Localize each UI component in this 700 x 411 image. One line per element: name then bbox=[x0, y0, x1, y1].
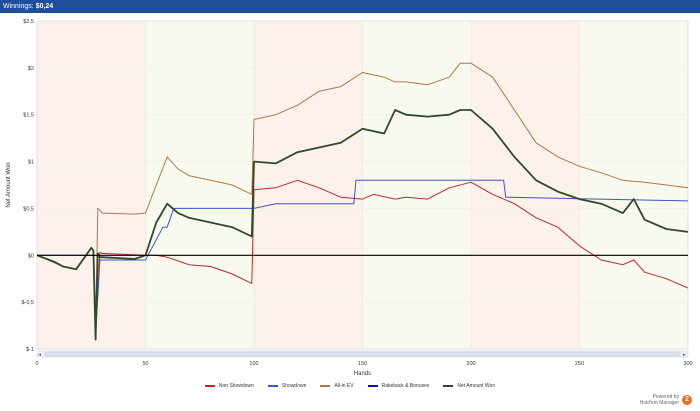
series-line-all-in-ev bbox=[36, 62, 689, 331]
plot-band bbox=[254, 21, 363, 349]
scroll-right-icon: ▸ bbox=[683, 352, 686, 358]
legend-label: Showdown bbox=[281, 383, 307, 389]
legend-swatch bbox=[267, 385, 278, 387]
y-tick-label: $-0,5 bbox=[21, 300, 34, 306]
plot-band bbox=[579, 21, 688, 349]
branding-powered-by: Powered by bbox=[652, 394, 679, 400]
x-tick-label: 300 bbox=[683, 361, 692, 367]
legend-label: Net Amount Won bbox=[457, 383, 496, 389]
plot-border bbox=[36, 20, 689, 350]
y-tick-label: $1,5 bbox=[23, 113, 34, 119]
y-tick-label: $2 bbox=[28, 66, 34, 72]
winnings-value: $0,24 bbox=[35, 3, 54, 10]
y-tick-label: $0 bbox=[28, 253, 34, 259]
x-axis-title: Hands bbox=[354, 371, 371, 377]
branding-product-name: Hold'em Manager bbox=[639, 400, 679, 406]
winnings-label: Winnings: bbox=[3, 3, 34, 10]
series-line-net-amount-won bbox=[36, 109, 689, 341]
scrollbar-thumb bbox=[44, 351, 681, 357]
legend-swatch bbox=[204, 385, 215, 387]
y-tick-label: $-1 bbox=[26, 347, 34, 353]
plot-band bbox=[362, 21, 471, 349]
x-tick-label: 100 bbox=[249, 361, 258, 367]
legend-item-net-amount[interactable]: Net Amount Won bbox=[443, 380, 495, 392]
y-tick-label: $0,5 bbox=[23, 206, 34, 212]
branding-text: Powered by Hold'em Manager bbox=[640, 394, 679, 406]
scroll-left-icon: ◂ bbox=[39, 352, 42, 358]
plot-band bbox=[471, 21, 580, 349]
hem-logo-icon: 2 bbox=[682, 395, 692, 405]
chart-legend: Non Showdown Showdown All-in EV Rakeback… bbox=[0, 380, 700, 392]
legend-item-non-showdown[interactable]: Non Showdown bbox=[204, 380, 254, 392]
legend-swatch bbox=[320, 385, 331, 387]
x-tick-label: 150 bbox=[358, 361, 367, 367]
legend-label: All-in EV bbox=[334, 383, 354, 389]
legend-label: Rakeback & Bonuses bbox=[381, 383, 430, 389]
legend-item-allin-ev[interactable]: All-in EV bbox=[320, 380, 354, 392]
x-tick-label: 250 bbox=[575, 361, 584, 367]
winnings-bar: Winnings: $0,24 bbox=[0, 0, 700, 13]
legend-item-rakeback[interactable]: Rakeback & Bonuses bbox=[367, 380, 430, 392]
legend-item-showdown[interactable]: Showdown bbox=[267, 380, 307, 392]
branding: Powered by Hold'em Manager 2 bbox=[640, 394, 692, 406]
x-tick-label: 200 bbox=[466, 361, 475, 367]
y-axis-title: Net Amount Won bbox=[6, 162, 12, 207]
x-tick-label: 0 bbox=[35, 361, 38, 367]
plot-band bbox=[37, 21, 146, 349]
legend-swatch bbox=[367, 385, 378, 387]
plot-band bbox=[145, 21, 254, 349]
legend-swatch bbox=[443, 385, 454, 387]
legend-label: Non Showdown bbox=[218, 383, 254, 389]
y-tick-label: $1 bbox=[28, 160, 34, 166]
y-tick-label: $2,5 bbox=[23, 19, 34, 25]
series-line-showdown bbox=[37, 179, 689, 336]
x-tick-label: 50 bbox=[142, 361, 148, 367]
winnings-chart: $-1 $-0,5 $0 $0,5 $1 $1,5 $2 $2,5 ◂ ▸ 0 50 100 150 200… bbox=[6, 19, 693, 377]
